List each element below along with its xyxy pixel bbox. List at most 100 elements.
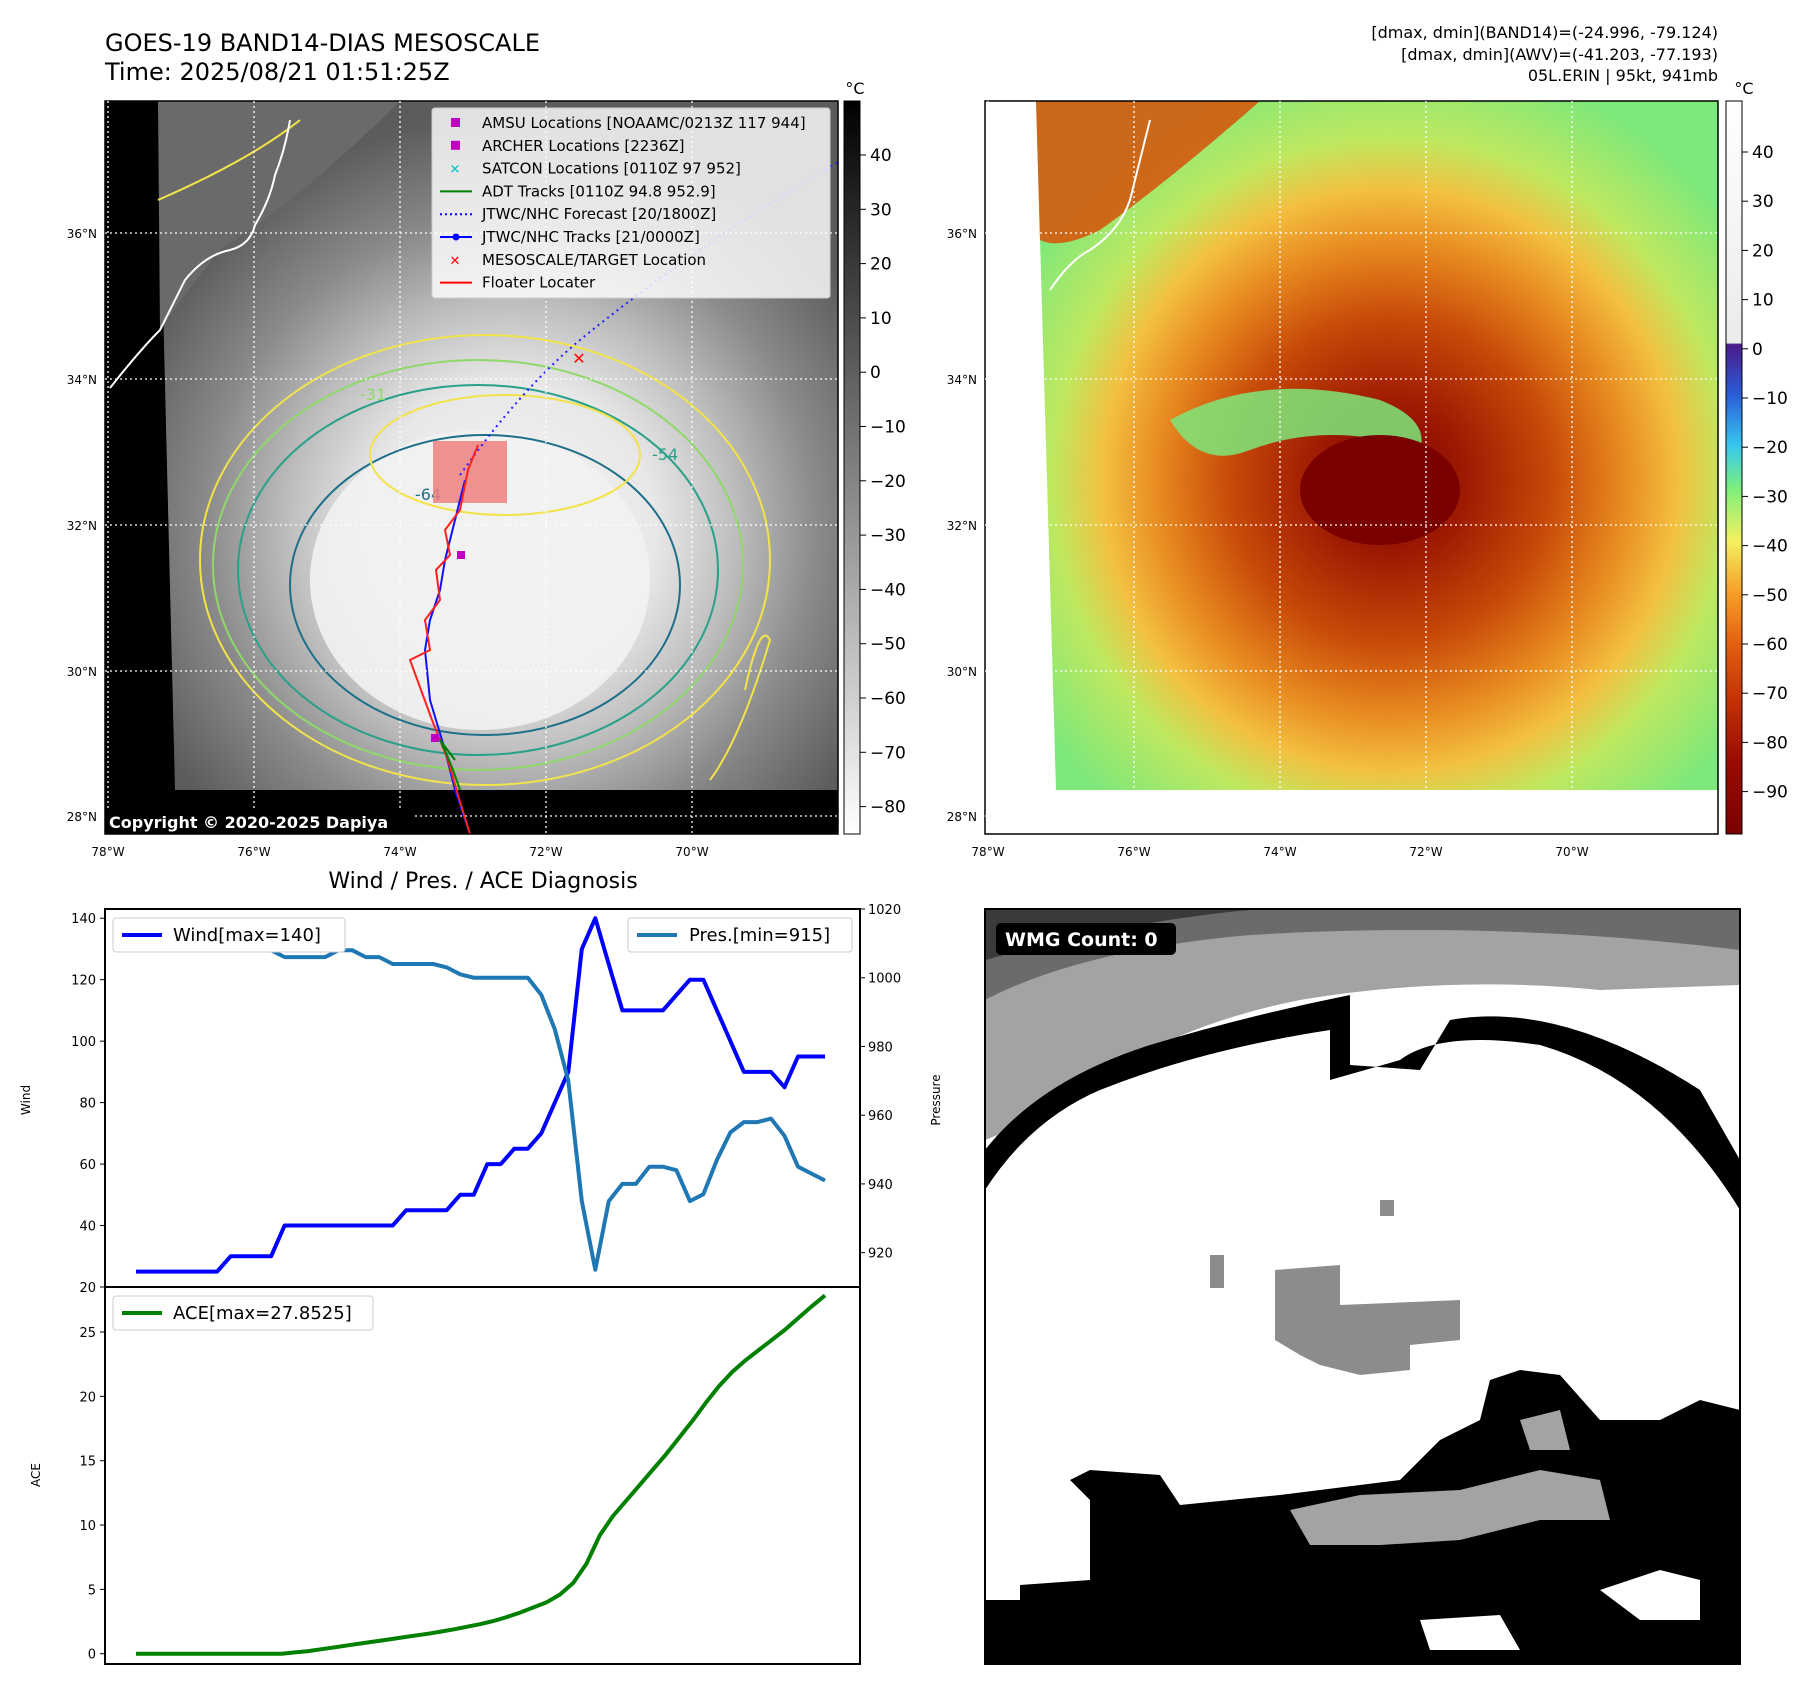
- ir-colorbar-tick-label: −10: [870, 418, 906, 438]
- wind-tick-label: 120: [71, 974, 96, 989]
- wv-colorbar-tick-label: −10: [1752, 389, 1788, 409]
- legend-item: ✕ MESOSCALE/TARGET Location: [450, 251, 707, 269]
- wind-tick-label: 20: [79, 1281, 96, 1296]
- legend-x-icon: ✕: [450, 254, 461, 269]
- wmg-darkest-ring: [985, 909, 1260, 960]
- legend-x-icon: ✕: [450, 163, 461, 178]
- legend-label: Floater Locater: [482, 274, 596, 292]
- wind-legend-box: [112, 917, 346, 953]
- wv-map-panel: 36°N 34°N 32°N 30°N 28°N 78°W 76°W 74°W 72°W 70°W: [947, 100, 1719, 859]
- ir-lat-label: 32°N: [67, 519, 97, 533]
- copyright-label: Copyright © 2020-2025 Dapiya: [109, 813, 388, 832]
- ir-colorbar-tick-label: −40: [870, 580, 906, 600]
- ir-colorbar-tick-label: 20: [870, 255, 892, 275]
- contour-yellow-east: [709, 634, 772, 781]
- ir-colorbar-tick-label: 10: [870, 309, 892, 329]
- wv-colorbar-bar: [1725, 100, 1743, 835]
- wind-pres-panel: Wind / Pres. / ACE Diagnosis Wind Pressu…: [19, 869, 943, 1296]
- ir-colorbar-bar: [843, 100, 861, 835]
- wv-colorbar-tick-label: −60: [1752, 635, 1788, 655]
- ir-lat-label: 30°N: [67, 665, 97, 679]
- wv-colorbar-tick-label: −20: [1752, 438, 1788, 458]
- pressure-legend-label: Pres.[min=915]: [689, 925, 830, 946]
- wv-colorbar-tick-label: 30: [1752, 192, 1774, 212]
- wv-lon-label: 72°W: [1409, 845, 1442, 859]
- pressure-tick-label: 960: [868, 1109, 893, 1124]
- legend-label: MESOSCALE/TARGET Location: [482, 251, 706, 269]
- wv-colorbar-tick-label: −80: [1752, 733, 1788, 753]
- ir-lon-label: 72°W: [529, 845, 562, 859]
- pressure-tick-label: 1000: [868, 972, 901, 987]
- ir-lat-label: 34°N: [67, 373, 97, 387]
- wv-moist-band: [1170, 388, 1422, 456]
- wv-colorbar: °C 40 30 20 10 0 −10 −20 −30 −40 −50 −60 −70 −80 −90: [1725, 79, 1788, 835]
- wmg-panel: WMG Count: 0: [984, 908, 1741, 1665]
- legend-item: JTWC/NHC Forecast [20/1800Z]: [440, 205, 716, 223]
- legend-label: ARCHER Locations [2236Z]: [482, 137, 685, 155]
- pressure-tick-label: 1020: [868, 903, 901, 918]
- wv-coastline: [1049, 119, 1151, 291]
- wind-tick-label: 100: [71, 1035, 96, 1050]
- wv-colorbar-tick-label: 20: [1752, 241, 1774, 261]
- ace-tick-label: 20: [79, 1390, 96, 1405]
- wmg-count-badge: [996, 923, 1176, 955]
- ace-legend: ACE[max=27.8525]: [112, 1295, 374, 1331]
- ace-legend-label: ACE[max=27.8525]: [173, 1303, 352, 1324]
- contour-yellow-band: [369, 394, 641, 516]
- ir-colorbar-unit: °C: [845, 79, 864, 98]
- wv-lon-label: 76°W: [1117, 845, 1150, 859]
- legend-item: AMSU Locations [NOAAMC/0213Z 117 944]: [451, 114, 806, 132]
- wv-lon-label: 74°W: [1263, 845, 1296, 859]
- ir-coastline: [109, 119, 291, 389]
- ir-colorbar-tick-label: −70: [870, 743, 906, 763]
- floater-box: [433, 441, 507, 503]
- ace-tick-label: 15: [79, 1455, 96, 1470]
- contour-yellow-outer: [199, 334, 771, 786]
- ace-tick-label: 5: [88, 1583, 96, 1598]
- ir-legend-box: [431, 107, 831, 299]
- wmg-gray-ring: [985, 909, 1740, 1140]
- band14-range: [dmax, dmin](BAND14)=(-24.996, -79.124): [1371, 23, 1718, 42]
- ir-lon-label: 74°W: [383, 845, 416, 859]
- wind-pres-frame: [104, 908, 861, 1288]
- wv-map-frame: [984, 100, 1719, 835]
- wind-tick-label: 140: [71, 912, 96, 927]
- wv-colorbar-unit: °C: [1734, 79, 1753, 98]
- wv-lat-label: 36°N: [947, 227, 977, 241]
- ace-tick-label: 10: [79, 1519, 96, 1534]
- legend-item: JTWC/NHC Tracks [21/0000Z]: [440, 228, 700, 246]
- pressure-series-line: [136, 924, 826, 1272]
- wv-gridlines: 36°N 34°N 32°N 30°N 28°N 78°W 76°W 74°W 72°W 70°W: [947, 101, 1718, 859]
- wv-eye-core: [1300, 435, 1460, 545]
- wv-colorbar-tick-label: −30: [1752, 487, 1788, 507]
- contour-label-54: -54: [652, 445, 678, 464]
- ir-colorbar-tick-label: 30: [870, 200, 892, 220]
- ir-map-panel: -54 -31 -64 ✕ 36°N34°N32°N30°N28°N78°W 76…: [67, 100, 839, 859]
- diagnosis-title: Wind / Pres. / ACE Diagnosis: [328, 869, 637, 894]
- wmg-count-label: WMG Count: 0: [1005, 929, 1158, 951]
- ir-legend: AMSU Locations [NOAAMC/0213Z 117 944] ARC…: [431, 107, 831, 299]
- wv-lat-label: 34°N: [947, 373, 977, 387]
- ace-panel: ACE 0 5 10 15 20 25 ACE[max=27.8525]: [29, 1286, 861, 1665]
- ir-colorbar: °C 40 30 20 10 0 −10 −20 −30 −40 −50 −60 −70 −80: [843, 79, 906, 835]
- contour-blue-inner: [289, 434, 681, 736]
- pressure-tick-label: 940: [868, 1178, 893, 1193]
- storm-info: 05L.ERIN | 95kt, 941mb: [1528, 66, 1718, 85]
- ir-colorbar-tick-label: −60: [870, 689, 906, 709]
- wv-colorbar-tick-label: −90: [1752, 783, 1788, 803]
- wv-colorbar-tick-label: −70: [1752, 684, 1788, 704]
- legend-square-icon: [451, 140, 460, 150]
- wind-tick-label: 80: [79, 1097, 96, 1112]
- ir-colorbar-tick-label: −50: [870, 635, 906, 655]
- pressure-axis-label: Pressure: [929, 1074, 943, 1125]
- wv-lat-label: 28°N: [947, 810, 977, 824]
- wmg-frame: [984, 908, 1741, 1665]
- amsu-marker: [457, 551, 465, 559]
- wmg-gray-spot: [1210, 1255, 1224, 1288]
- wmg-black-ring: [985, 995, 1740, 1210]
- wmg-gray-south: [1290, 1470, 1610, 1545]
- legend-label: JTWC/NHC Forecast [20/1800Z]: [481, 205, 716, 223]
- ace-series-line: [136, 1293, 827, 1656]
- wmg-gray-south-2: [1520, 1410, 1570, 1450]
- wv-lon-label: 70°W: [1555, 845, 1588, 859]
